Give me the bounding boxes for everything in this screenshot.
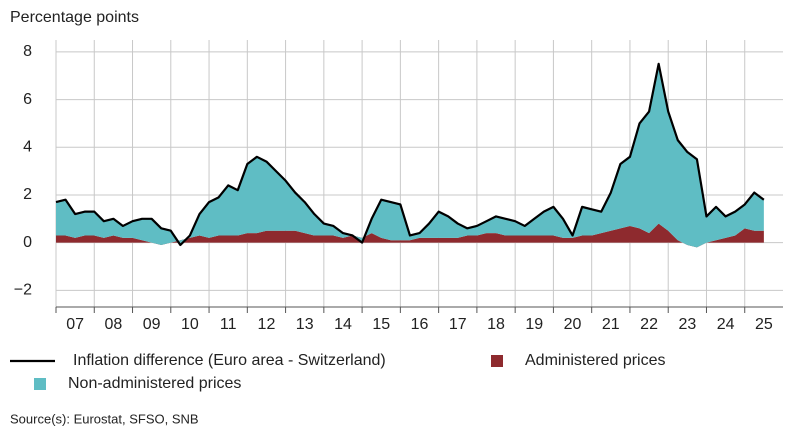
legend-label: Non-administered prices	[68, 375, 241, 392]
x-tick-label: 07	[66, 316, 84, 333]
area	[56, 223, 764, 248]
line	[55, 62, 765, 247]
x-tick-label: 23	[678, 316, 696, 333]
y-tick-label: 4	[23, 138, 32, 155]
legend-label: Inflation difference (Euro area - Switze…	[73, 352, 386, 369]
y-tick-label: 0	[23, 234, 32, 251]
y-tick-label: 8	[23, 43, 32, 60]
y-tick-label: −2	[14, 282, 32, 299]
x-tick-label: 10	[181, 316, 199, 333]
x-tick-label: 17	[449, 316, 467, 333]
y-tick-label: 6	[23, 91, 32, 108]
x-tick-label: 08	[104, 316, 122, 333]
source: Source(s): Eurostat, SFSO, SNB	[10, 411, 199, 426]
x-tick-label: 25	[755, 316, 773, 333]
x-tick-label: 22	[640, 316, 658, 333]
x-tick-label: 24	[717, 316, 735, 333]
legend-swatch	[491, 355, 503, 367]
x-tick-label: 18	[487, 316, 505, 333]
x-tick-label: 14	[334, 316, 352, 333]
x-tick-label: 21	[602, 316, 620, 333]
x-tick-label: 12	[258, 316, 276, 333]
x-tick-label: 16	[411, 316, 429, 333]
legend-swatch	[34, 378, 46, 390]
area	[56, 63, 764, 248]
x-tick-label: 13	[296, 316, 314, 333]
y-axis-label: Percentage points	[10, 9, 139, 26]
legend-label: Administered prices	[525, 352, 666, 369]
y-tick-label: 2	[23, 186, 32, 203]
x-tick-label: 15	[372, 316, 390, 333]
x-tick-label: 19	[525, 316, 543, 333]
x-tick-label: 20	[564, 316, 582, 333]
x-tick-label: 09	[143, 316, 161, 333]
x-tick-label: 11	[220, 316, 237, 333]
